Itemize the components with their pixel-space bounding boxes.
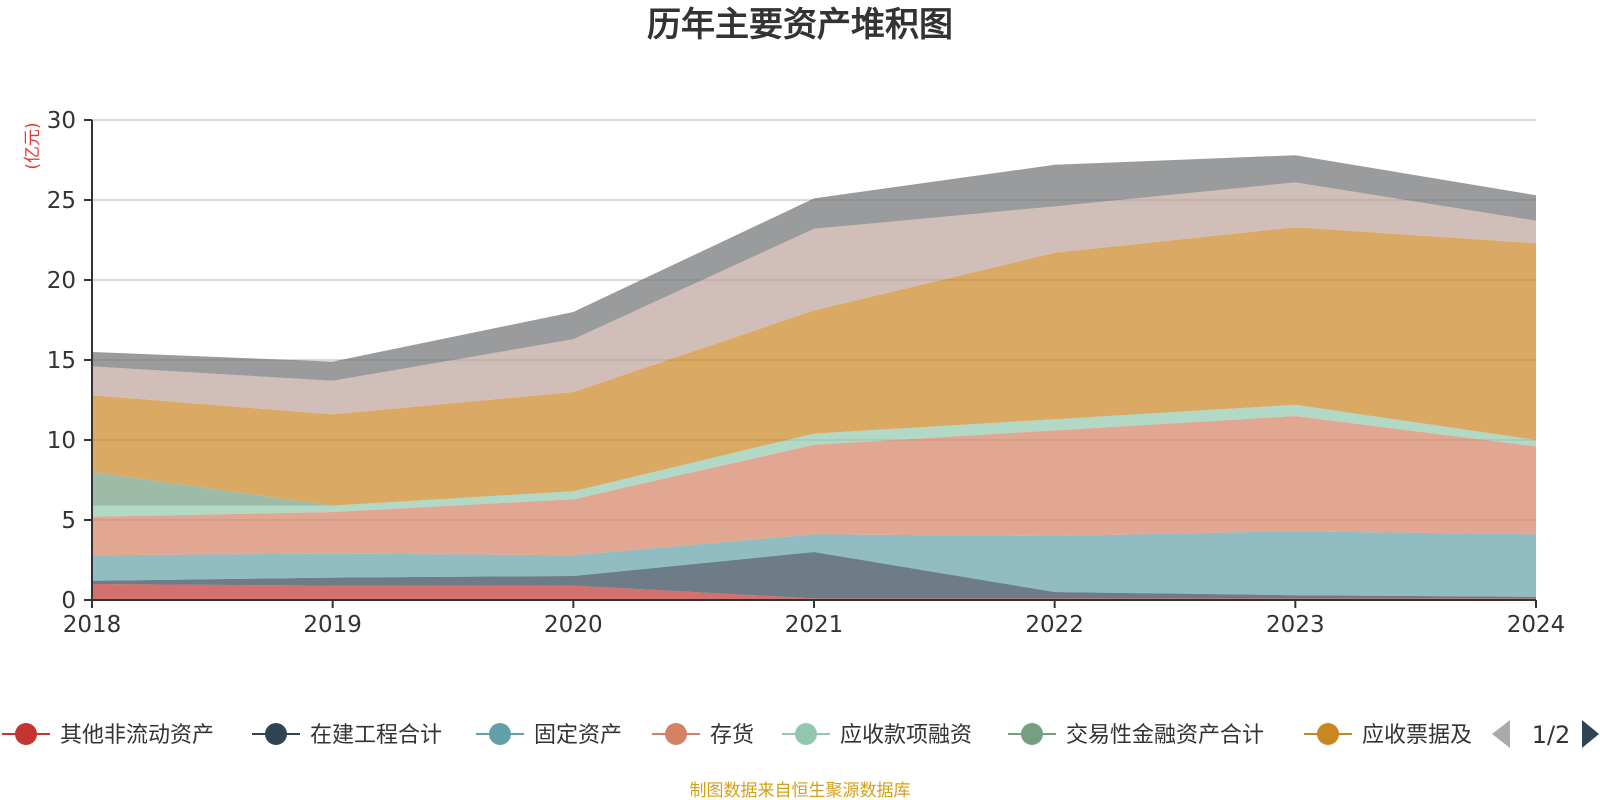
legend-page-indicator: 1/2 bbox=[1532, 721, 1571, 749]
legend-item-3[interactable]: 存货 bbox=[652, 723, 754, 748]
y-tick-label: 30 bbox=[47, 108, 76, 134]
data-source-note: 制图数据来自恒生聚源数据库 bbox=[690, 781, 911, 800]
x-tick-label: 2021 bbox=[785, 612, 844, 638]
legend-marker bbox=[665, 723, 687, 745]
legend-marker bbox=[1317, 723, 1339, 745]
x-tick-label: 2018 bbox=[63, 612, 122, 638]
legend-item-0[interactable]: 其他非流动资产 bbox=[2, 723, 214, 748]
legend-marker bbox=[15, 723, 37, 745]
area-series-7 bbox=[92, 182, 1536, 415]
y-axis-unit: (亿元) bbox=[23, 122, 43, 169]
y-tick-label: 20 bbox=[47, 268, 76, 294]
legend-next-page-icon[interactable] bbox=[1582, 720, 1599, 748]
legend-label: 存货 bbox=[710, 723, 754, 748]
area-series-5 bbox=[92, 404, 1536, 506]
area-series-8 bbox=[92, 155, 1536, 381]
x-tick-label: 2020 bbox=[544, 612, 603, 638]
chart-title: 历年主要资产堆积图 bbox=[647, 5, 953, 45]
area-series-2 bbox=[92, 531, 1536, 597]
y-tick-label: 5 bbox=[61, 508, 76, 534]
area-series-6 bbox=[92, 227, 1536, 506]
area-series bbox=[92, 155, 1536, 600]
legend-marker bbox=[795, 723, 817, 745]
legend-label: 在建工程合计 bbox=[310, 723, 442, 748]
x-tick-label: 2019 bbox=[303, 612, 362, 638]
area-series-3 bbox=[92, 416, 1536, 556]
legend-label: 其他非流动资产 bbox=[60, 723, 214, 748]
legend-marker bbox=[265, 723, 287, 745]
legend-marker bbox=[489, 723, 511, 745]
area-series-0 bbox=[92, 584, 1536, 600]
y-tick-label: 15 bbox=[47, 348, 76, 374]
x-tick-label: 2022 bbox=[1025, 612, 1084, 638]
legend-item-1[interactable]: 在建工程合计 bbox=[252, 723, 442, 748]
legend-item-5[interactable]: 交易性金融资产合计 bbox=[1008, 723, 1264, 748]
y-tick-label: 10 bbox=[47, 428, 76, 454]
legend-item-2[interactable]: 固定资产 bbox=[476, 723, 622, 748]
legend-item-6[interactable]: 应收票据及 bbox=[1304, 723, 1472, 748]
legend-label: 固定资产 bbox=[534, 723, 622, 748]
legend-label: 交易性金融资产合计 bbox=[1066, 723, 1264, 748]
legend-label: 应收票据及 bbox=[1362, 723, 1472, 748]
y-tick-label: 0 bbox=[61, 588, 76, 614]
x-tick-label: 2024 bbox=[1507, 612, 1566, 638]
area-series-1 bbox=[92, 552, 1536, 599]
legend-item-4[interactable]: 应收款项融资 bbox=[782, 723, 972, 748]
legend: 其他非流动资产 在建工程合计 固定资产 存货 应收款项融资 交易性金融资产合计 应收票据及 1… bbox=[2, 720, 1599, 749]
legend-prev-page-icon[interactable] bbox=[1492, 720, 1510, 748]
y-tick-label: 25 bbox=[47, 188, 76, 214]
legend-marker bbox=[1021, 723, 1043, 745]
x-tick-label: 2023 bbox=[1266, 612, 1325, 638]
legend-label: 应收款项融资 bbox=[840, 723, 972, 748]
axes: 2018 2019 2020 2021 2022 2023 2024 bbox=[63, 119, 1566, 638]
